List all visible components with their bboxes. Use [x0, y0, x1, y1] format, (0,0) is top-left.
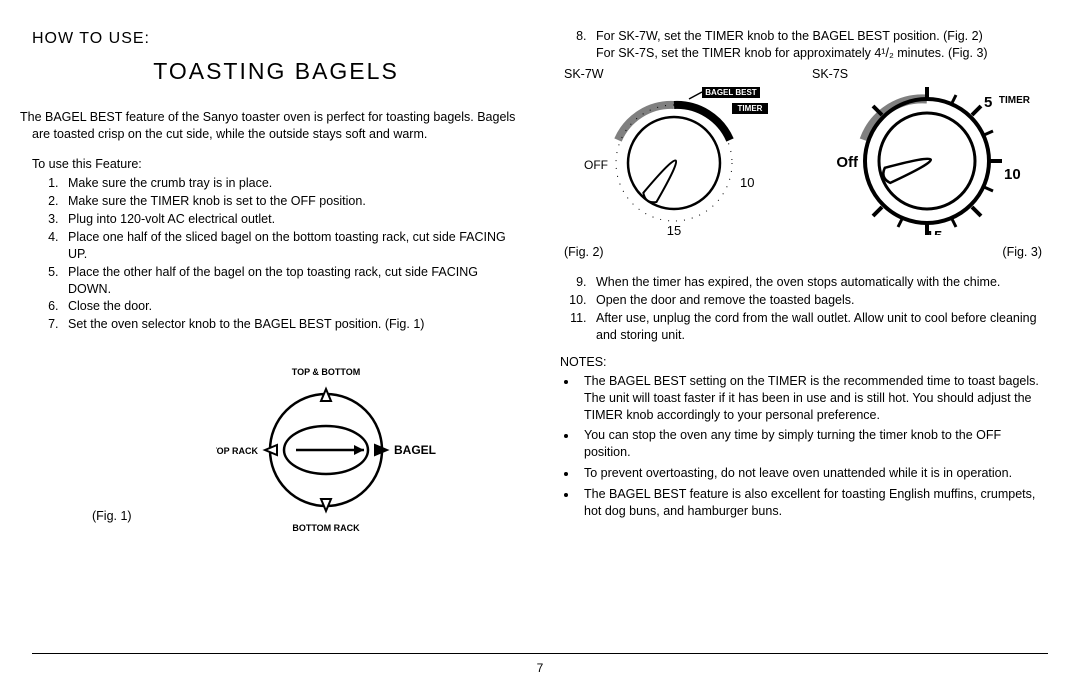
- note-item: The BAGEL BEST feature is also excellent…: [578, 486, 1048, 520]
- svg-text:15: 15: [667, 223, 681, 235]
- step8-line1: For SK-7W, set the TIMER knob to the BAG…: [596, 29, 983, 43]
- svg-text:TIMER: TIMER: [999, 95, 1031, 106]
- right-column: For SK-7W, set the TIMER knob to the BAG…: [560, 28, 1048, 640]
- fig1-left-label: TOP RACK: [216, 446, 258, 456]
- svg-text:BAGEL BEST: BAGEL BEST: [705, 88, 757, 97]
- page-footer: 7: [32, 653, 1048, 676]
- fig2-block: SK-7W BAGEL BEST TIMER: [564, 66, 784, 261]
- timer-dial-icon: TIMER: [812, 85, 1042, 235]
- step-item: Plug into 120-volt AC electrical outlet.: [62, 211, 520, 228]
- step-item: Place one half of the sliced bagel on th…: [62, 229, 520, 263]
- note-item: You can stop the oven any time by simply…: [578, 427, 1048, 461]
- fig1-bottom-label: BOTTOM RACK: [292, 523, 360, 533]
- section-title: TOASTING BAGELS: [32, 56, 520, 87]
- dial-figures: SK-7W BAGEL BEST TIMER: [560, 66, 1048, 261]
- page-content: HOW TO USE: TOASTING BAGELS The BAGEL BE…: [0, 0, 1080, 640]
- intro-paragraph: The BAGEL BEST feature of the Sanyo toas…: [32, 109, 520, 143]
- step-item: Place the other half of the bagel on the…: [62, 264, 520, 298]
- step-item: When the timer has expired, the oven sto…: [590, 274, 1048, 291]
- step8-line2: For SK-7S, set the TIMER knob for approx…: [596, 46, 988, 60]
- figure-1: (Fig. 1) TOP & BOTTOM TOP RACK BAGEL BES…: [32, 355, 520, 535]
- notes-heading: NOTES:: [560, 354, 1048, 371]
- step-item: Close the door.: [62, 298, 520, 315]
- note-item: To prevent overtoasting, do not leave ov…: [578, 465, 1048, 482]
- svg-text:OFF: OFF: [584, 158, 608, 172]
- step-8: For SK-7W, set the TIMER knob to the BAG…: [560, 28, 1048, 62]
- fig1-caption: (Fig. 1): [92, 508, 132, 525]
- fig1-top-label: TOP & BOTTOM: [292, 367, 361, 377]
- fig2-caption: (Fig. 2): [564, 244, 784, 261]
- fig2-model: SK-7W: [564, 66, 784, 83]
- timer-dial-icon: BAGEL BEST TIMER OFF 10: [564, 85, 784, 235]
- step-item: After use, unplug the cord from the wall…: [590, 310, 1048, 344]
- step-item: Set the oven selector knob to the BAGEL …: [62, 316, 520, 333]
- svg-text:Off: Off: [836, 154, 859, 171]
- svg-text:10: 10: [740, 175, 754, 190]
- svg-text:TIMER: TIMER: [738, 104, 763, 113]
- svg-text:10: 10: [1004, 166, 1021, 183]
- fig3-block: SK-7S TIMER: [812, 66, 1042, 261]
- steps-list-right: When the timer has expired, the oven sto…: [560, 274, 1048, 344]
- howto-label: HOW TO USE:: [32, 28, 520, 50]
- selector-knob-diagram: TOP & BOTTOM TOP RACK BAGEL BEST BOTTOM …: [216, 355, 436, 535]
- step-item: For SK-7W, set the TIMER knob to the BAG…: [590, 28, 1048, 62]
- page-number: 7: [537, 661, 544, 675]
- left-column: HOW TO USE: TOASTING BAGELS The BAGEL BE…: [32, 28, 520, 640]
- step-item: Make sure the crumb tray is in place.: [62, 175, 520, 192]
- to-use-heading: To use this Feature:: [32, 156, 520, 173]
- fig3-caption: (Fig. 3): [812, 244, 1042, 261]
- svg-text:5: 5: [984, 94, 992, 111]
- steps-list-left: Make sure the crumb tray is in place. Ma…: [32, 175, 520, 333]
- notes-list: The BAGEL BEST setting on the TIMER is t…: [560, 373, 1048, 520]
- note-item: The BAGEL BEST setting on the TIMER is t…: [578, 373, 1048, 424]
- svg-text:15: 15: [926, 228, 943, 235]
- fig1-right-label: BAGEL BEST: [394, 443, 436, 457]
- fig3-model: SK-7S: [812, 66, 1042, 83]
- step-item: Open the door and remove the toasted bag…: [590, 292, 1048, 309]
- step-item: Make sure the TIMER knob is set to the O…: [62, 193, 520, 210]
